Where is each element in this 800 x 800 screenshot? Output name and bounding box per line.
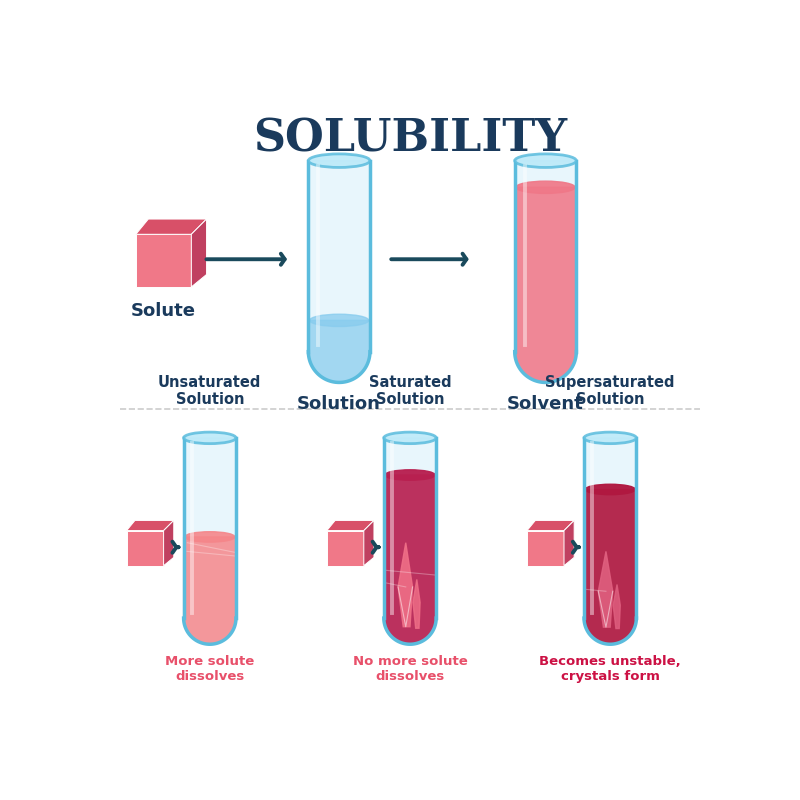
Text: Solvent: Solvent bbox=[507, 394, 584, 413]
Polygon shape bbox=[191, 219, 206, 287]
Ellipse shape bbox=[185, 532, 235, 542]
Polygon shape bbox=[384, 475, 436, 644]
Text: Unsaturated
Solution: Unsaturated Solution bbox=[158, 374, 262, 407]
Text: Solute: Solute bbox=[131, 302, 196, 320]
Ellipse shape bbox=[516, 181, 575, 194]
Ellipse shape bbox=[385, 470, 435, 480]
Polygon shape bbox=[514, 187, 576, 382]
Polygon shape bbox=[126, 530, 163, 566]
Ellipse shape bbox=[585, 484, 635, 494]
Polygon shape bbox=[136, 234, 191, 287]
Polygon shape bbox=[584, 438, 636, 644]
Ellipse shape bbox=[184, 432, 236, 444]
Polygon shape bbox=[184, 438, 236, 644]
Polygon shape bbox=[308, 320, 370, 382]
Polygon shape bbox=[598, 551, 613, 627]
Polygon shape bbox=[364, 521, 374, 566]
Text: More solute
dissolves: More solute dissolves bbox=[165, 655, 254, 683]
Polygon shape bbox=[327, 521, 374, 530]
Polygon shape bbox=[126, 521, 174, 530]
Polygon shape bbox=[184, 537, 236, 644]
Ellipse shape bbox=[514, 154, 576, 167]
Polygon shape bbox=[527, 530, 564, 566]
Ellipse shape bbox=[310, 314, 369, 326]
Text: Solution: Solution bbox=[298, 394, 381, 413]
Ellipse shape bbox=[584, 432, 636, 444]
Polygon shape bbox=[527, 521, 574, 530]
Polygon shape bbox=[613, 585, 620, 629]
Polygon shape bbox=[308, 161, 370, 382]
Text: Becomes unstable,
crystals form: Becomes unstable, crystals form bbox=[539, 655, 681, 683]
Polygon shape bbox=[384, 438, 436, 644]
Polygon shape bbox=[136, 219, 206, 234]
Polygon shape bbox=[514, 161, 576, 382]
Text: SOLUBILITY: SOLUBILITY bbox=[253, 118, 567, 161]
Text: Saturated
Solution: Saturated Solution bbox=[369, 374, 451, 407]
Ellipse shape bbox=[308, 154, 370, 167]
Polygon shape bbox=[163, 521, 174, 566]
Polygon shape bbox=[564, 521, 574, 566]
Polygon shape bbox=[413, 579, 420, 628]
Ellipse shape bbox=[384, 432, 436, 444]
Polygon shape bbox=[584, 490, 636, 644]
Text: No more solute
dissolves: No more solute dissolves bbox=[353, 655, 467, 683]
Text: Supersaturated
Solution: Supersaturated Solution bbox=[546, 374, 675, 407]
Polygon shape bbox=[327, 530, 364, 566]
Polygon shape bbox=[398, 542, 413, 626]
